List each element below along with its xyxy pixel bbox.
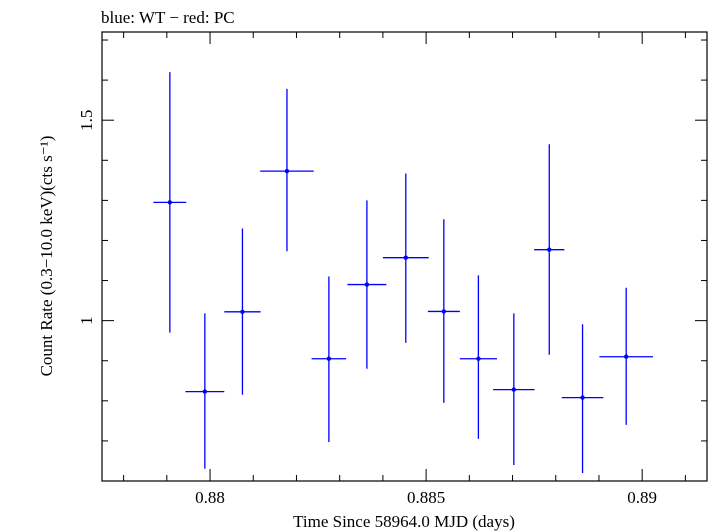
plot-frame	[101, 31, 708, 482]
x-tick-label: 0.89	[627, 488, 657, 507]
point-marker	[403, 255, 408, 260]
y-tick-label: 1	[77, 316, 96, 325]
point-marker	[476, 356, 481, 361]
point-marker	[284, 168, 290, 174]
point-marker	[547, 247, 552, 252]
data-point	[185, 313, 225, 469]
data-point	[459, 275, 497, 439]
point-marker	[623, 354, 629, 359]
data-point	[427, 219, 460, 403]
x-tick-label: 0.885	[407, 488, 445, 507]
x-axis-label: Time Since 58964.0 MJD (days)	[293, 512, 515, 531]
data-point	[347, 200, 387, 369]
y-tick-label: 1.5	[77, 110, 96, 131]
y-axis-label: Count Rate (0.3−10.0 keV)(cts s⁻¹)	[37, 136, 56, 377]
point-marker	[167, 200, 173, 205]
axis-ticks	[102, 32, 707, 482]
data-point	[493, 313, 535, 465]
chart-title: blue: WT − red: PC	[101, 8, 235, 27]
data-point	[260, 88, 314, 252]
point-marker	[364, 282, 370, 287]
x-tick-label: 0.88	[195, 488, 225, 507]
data-point	[382, 173, 429, 343]
tick-labels: 0.88 0.885 0.89 1 1.5	[77, 110, 657, 507]
point-marker	[202, 389, 208, 394]
point-marker	[441, 309, 447, 314]
data-point	[153, 72, 187, 333]
point-marker	[326, 356, 332, 361]
data-points	[153, 72, 653, 473]
point-marker	[240, 309, 245, 315]
data-point	[224, 228, 261, 395]
point-marker	[511, 387, 517, 392]
data-point	[534, 144, 565, 355]
data-point	[561, 324, 604, 473]
data-point	[311, 276, 347, 443]
point-marker	[580, 395, 585, 400]
data-point	[599, 287, 653, 425]
